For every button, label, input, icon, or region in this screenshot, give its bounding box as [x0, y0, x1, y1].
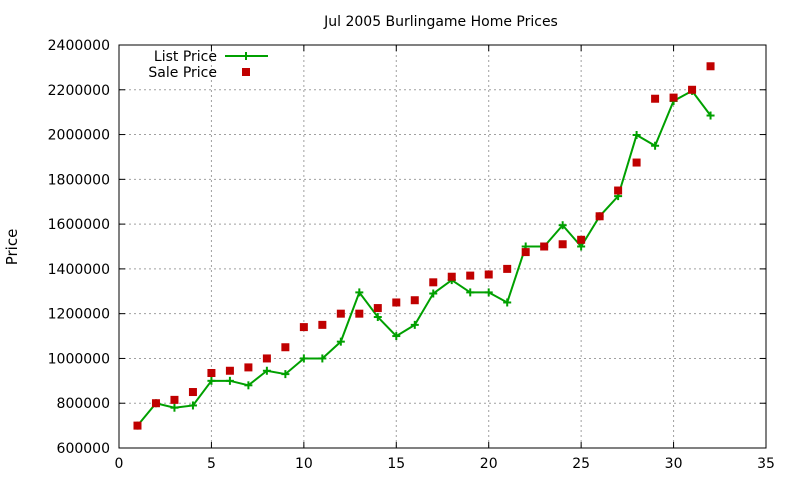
data-point	[281, 370, 290, 379]
x-tick-label: 10	[295, 456, 313, 472]
y-tick-label: 2000000	[48, 128, 110, 144]
data-point	[392, 298, 401, 307]
x-tick-label: 20	[480, 456, 498, 472]
legend-marker	[242, 52, 250, 60]
data-point	[632, 158, 641, 167]
legend-label: List Price	[154, 49, 217, 65]
y-tick-label: 600000	[57, 441, 110, 457]
data-point	[392, 332, 401, 341]
data-point	[503, 264, 512, 273]
series-list-price	[133, 86, 715, 430]
data-point	[336, 309, 345, 318]
legend-label: Sale Price	[148, 65, 217, 81]
data-point	[688, 85, 697, 94]
data-point	[373, 313, 382, 322]
data-point	[706, 62, 715, 71]
data-point	[410, 320, 419, 329]
y-tick-label: 1600000	[48, 217, 110, 233]
data-point	[355, 288, 364, 297]
data-point	[318, 320, 327, 329]
data-point	[188, 401, 197, 410]
data-point	[170, 403, 179, 412]
data-point	[466, 271, 475, 280]
data-point	[207, 376, 216, 385]
y-tick-label: 2200000	[48, 83, 110, 99]
data-point	[577, 242, 586, 251]
data-point	[225, 376, 234, 385]
x-tick-label: 35	[757, 456, 775, 472]
series-sale-price	[133, 62, 715, 430]
series	[133, 62, 715, 430]
data-point	[336, 337, 345, 346]
data-point	[225, 366, 234, 375]
data-point	[151, 399, 160, 408]
plot-frame	[118, 44, 767, 449]
x-tick-label: 0	[115, 456, 124, 472]
data-point	[521, 248, 530, 257]
data-point	[429, 289, 438, 298]
data-point	[188, 388, 197, 397]
axis-ticks: 0 5 10 15 20 25 30 35 600000 800000 1000000 1200000…	[48, 38, 775, 472]
data-point	[373, 304, 382, 313]
y-axis-label: Price	[3, 229, 21, 266]
y-tick-label: 1400000	[48, 262, 110, 278]
data-point	[262, 354, 271, 363]
data-point	[466, 288, 475, 297]
data-point	[632, 131, 641, 140]
data-point	[318, 354, 327, 363]
x-tick-label: 5	[207, 456, 216, 472]
data-point	[484, 270, 493, 279]
legend-marker	[242, 68, 250, 76]
data-point	[669, 93, 678, 102]
data-point	[706, 111, 715, 120]
data-point	[244, 363, 253, 372]
data-point	[281, 343, 290, 352]
y-tick-label: 2400000	[48, 38, 110, 54]
data-point	[651, 94, 660, 103]
data-point	[299, 323, 308, 332]
y-tick-label: 1200000	[48, 307, 110, 323]
data-point	[540, 242, 549, 251]
data-point	[170, 395, 179, 404]
series-line	[136, 89, 712, 427]
x-tick-label: 30	[665, 456, 683, 472]
data-point	[244, 381, 253, 390]
data-point	[299, 354, 308, 363]
data-point	[558, 221, 567, 230]
x-tick-label: 25	[572, 456, 590, 472]
data-point	[558, 240, 567, 249]
data-point	[410, 296, 419, 305]
data-point	[355, 309, 364, 318]
y-tick-label: 1000000	[48, 351, 110, 367]
y-tick-label: 800000	[57, 396, 110, 412]
data-point	[595, 212, 604, 221]
data-point	[133, 421, 142, 430]
data-point	[577, 235, 586, 244]
data-point	[484, 288, 493, 297]
grid	[119, 45, 766, 448]
x-tick-label: 15	[387, 456, 405, 472]
data-point	[447, 272, 456, 281]
data-point	[429, 278, 438, 287]
data-point	[614, 186, 623, 195]
data-point	[262, 366, 271, 375]
data-point	[503, 298, 512, 307]
y-tick-label: 1800000	[48, 172, 110, 188]
chart-title: Jul 2005 Burlingame Home Prices	[323, 14, 558, 30]
data-point	[651, 141, 660, 150]
data-point	[207, 368, 216, 377]
